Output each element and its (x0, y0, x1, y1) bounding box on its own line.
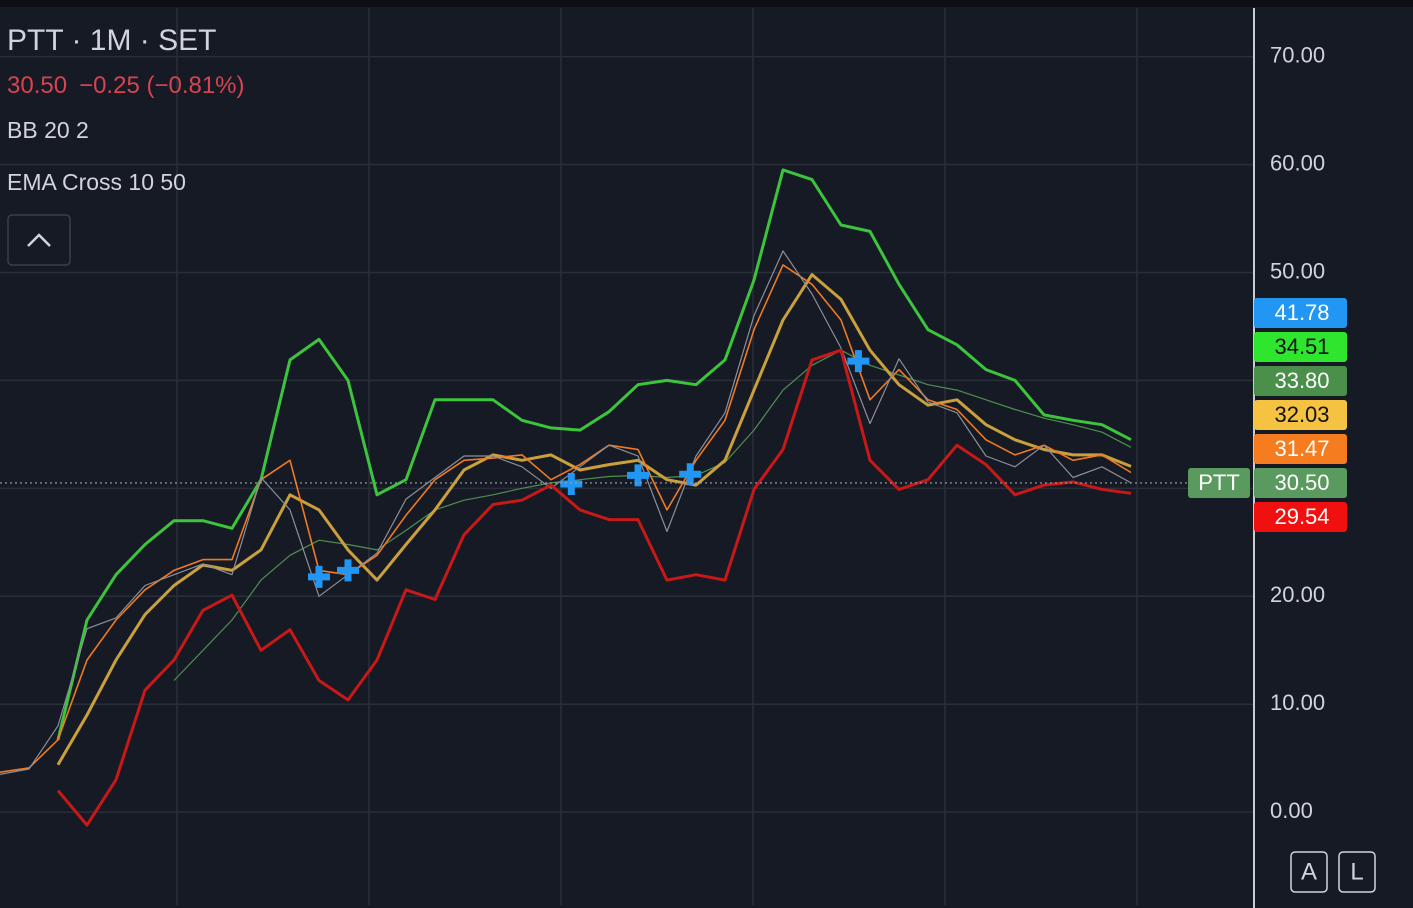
y-tick-label: 60.00 (1270, 150, 1325, 175)
indicator-label[interactable]: BB 20 2 (7, 117, 89, 143)
series-line (56, 348, 1132, 827)
price-badge (1254, 433, 1347, 464)
price-badge-label: 41.78 (1274, 300, 1329, 325)
top-strip (0, 0, 1413, 7)
price-badge-label: 30.50 (1274, 470, 1329, 495)
price-badge (1254, 501, 1347, 532)
y-tick-label: 10.00 (1270, 690, 1325, 715)
price-badge-label: 33.80 (1274, 368, 1329, 393)
price-badge-label: 31.47 (1274, 436, 1329, 461)
indicator-label[interactable]: EMA Cross 10 50 (7, 169, 186, 195)
cross-marker (308, 565, 330, 588)
cross-marker (847, 350, 870, 373)
symbol-tag-label: PTT (1198, 470, 1240, 495)
plot (0, 55, 1253, 827)
scale-button[interactable] (1290, 851, 1328, 893)
y-tick-label: 70.00 (1270, 42, 1325, 67)
y-tick-label: 20.00 (1270, 582, 1325, 607)
series-line (173, 349, 1132, 681)
cross-marker (560, 473, 583, 496)
scale-button[interactable] (1338, 851, 1376, 893)
price-line: 30.50 −0.25 (−0.81%) (7, 72, 245, 99)
price-change: −0.25 (−0.81%) (79, 72, 244, 99)
y-tick-label: 50.00 (1270, 258, 1325, 283)
series-line (56, 168, 1132, 741)
chart-title: PTT · 1M · SET (7, 24, 216, 57)
cross-marker (627, 464, 649, 487)
price-badge (1254, 399, 1347, 430)
price-badge (1254, 297, 1347, 328)
symbol-tag (1188, 467, 1250, 498)
cross-marker (337, 559, 359, 582)
last-price: 30.50 (7, 72, 67, 99)
price-badge (1254, 467, 1347, 498)
scale-button-label[interactable]: L (1350, 858, 1363, 885)
y-tick-label: 0.00 (1270, 798, 1313, 823)
price-badge-label: 34.51 (1274, 334, 1329, 359)
price-badge-label: 29.54 (1274, 504, 1329, 529)
price-badge (1254, 331, 1347, 362)
scale-button-label[interactable]: A (1301, 858, 1317, 885)
price-badge-label: 32.03 (1274, 402, 1329, 427)
series-line (0, 250, 1132, 775)
series-line (0, 264, 1132, 773)
collapse-button[interactable] (7, 214, 71, 266)
chevron-icon (27, 233, 51, 247)
price-badge (1254, 365, 1347, 396)
vertical-grid (176, 8, 1138, 905)
series-line (56, 273, 1132, 766)
cross-marker (679, 463, 702, 486)
